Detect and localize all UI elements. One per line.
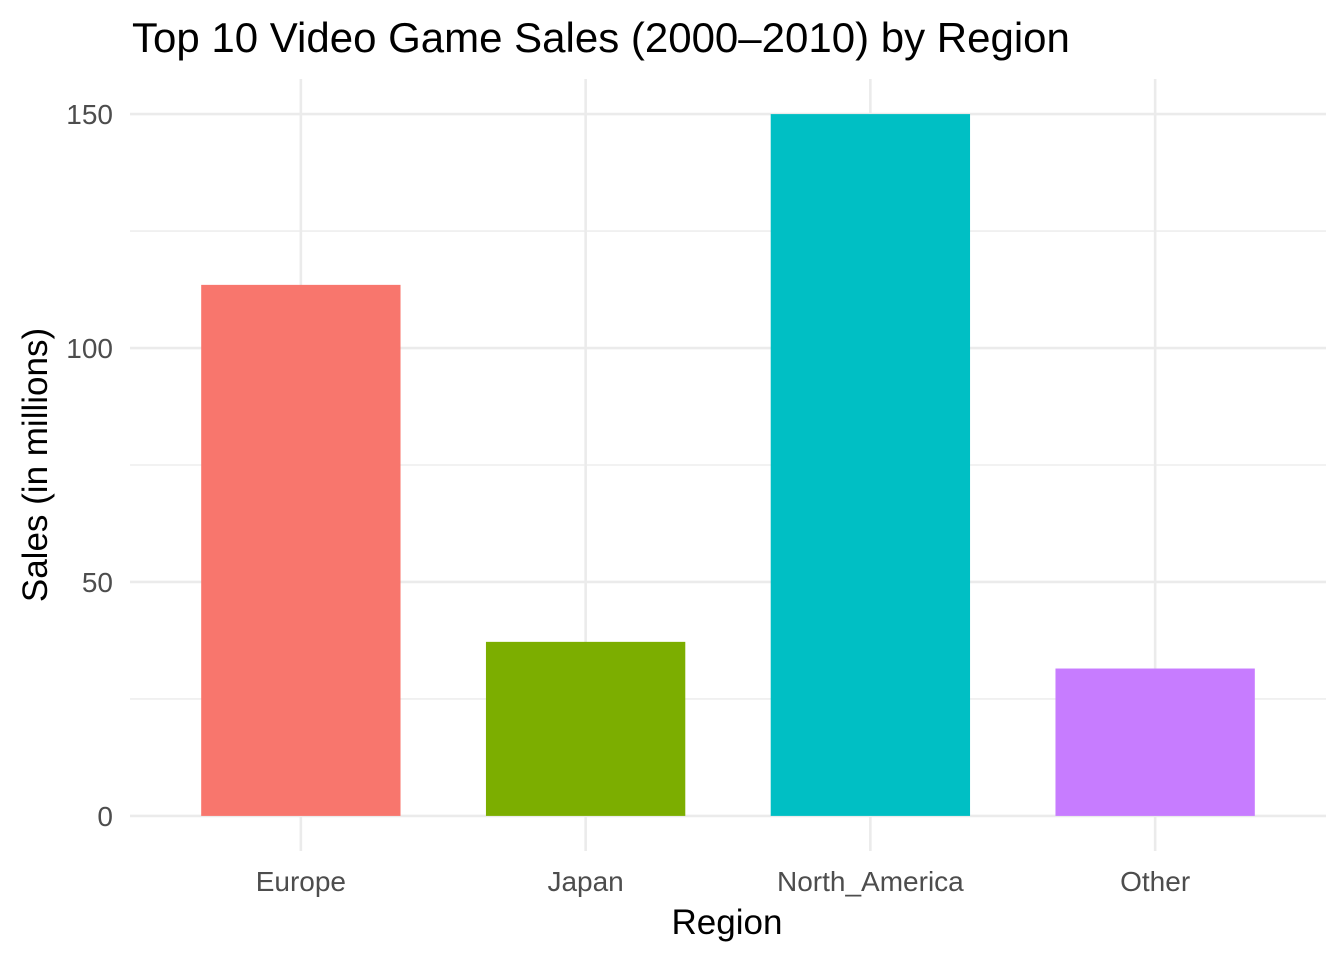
y-tick-label: 150 [66, 99, 113, 130]
bar [770, 114, 971, 816]
x-tick-label: North_America [777, 866, 964, 897]
y-tick-label: 0 [97, 801, 113, 832]
x-tick-label: Europe [256, 866, 346, 897]
y-axis-title: Sales (in millions) [16, 328, 55, 602]
x-axis-title: Region [672, 903, 783, 942]
y-tick-label: 50 [82, 567, 113, 598]
bar [201, 284, 401, 816]
bar [1055, 668, 1255, 816]
y-axis-tick-labels: 0 50 100 150 [66, 99, 113, 832]
bars [201, 114, 1255, 816]
y-tick-label: 100 [66, 333, 113, 364]
chart-title: Top 10 Video Game Sales (2000–2010) by R… [132, 14, 1070, 61]
bar [485, 641, 686, 816]
x-tick-label: Other [1120, 866, 1190, 897]
x-axis-tick-labels: Europe Japan North_America Other [256, 866, 1190, 897]
x-tick-label: Japan [547, 866, 623, 897]
